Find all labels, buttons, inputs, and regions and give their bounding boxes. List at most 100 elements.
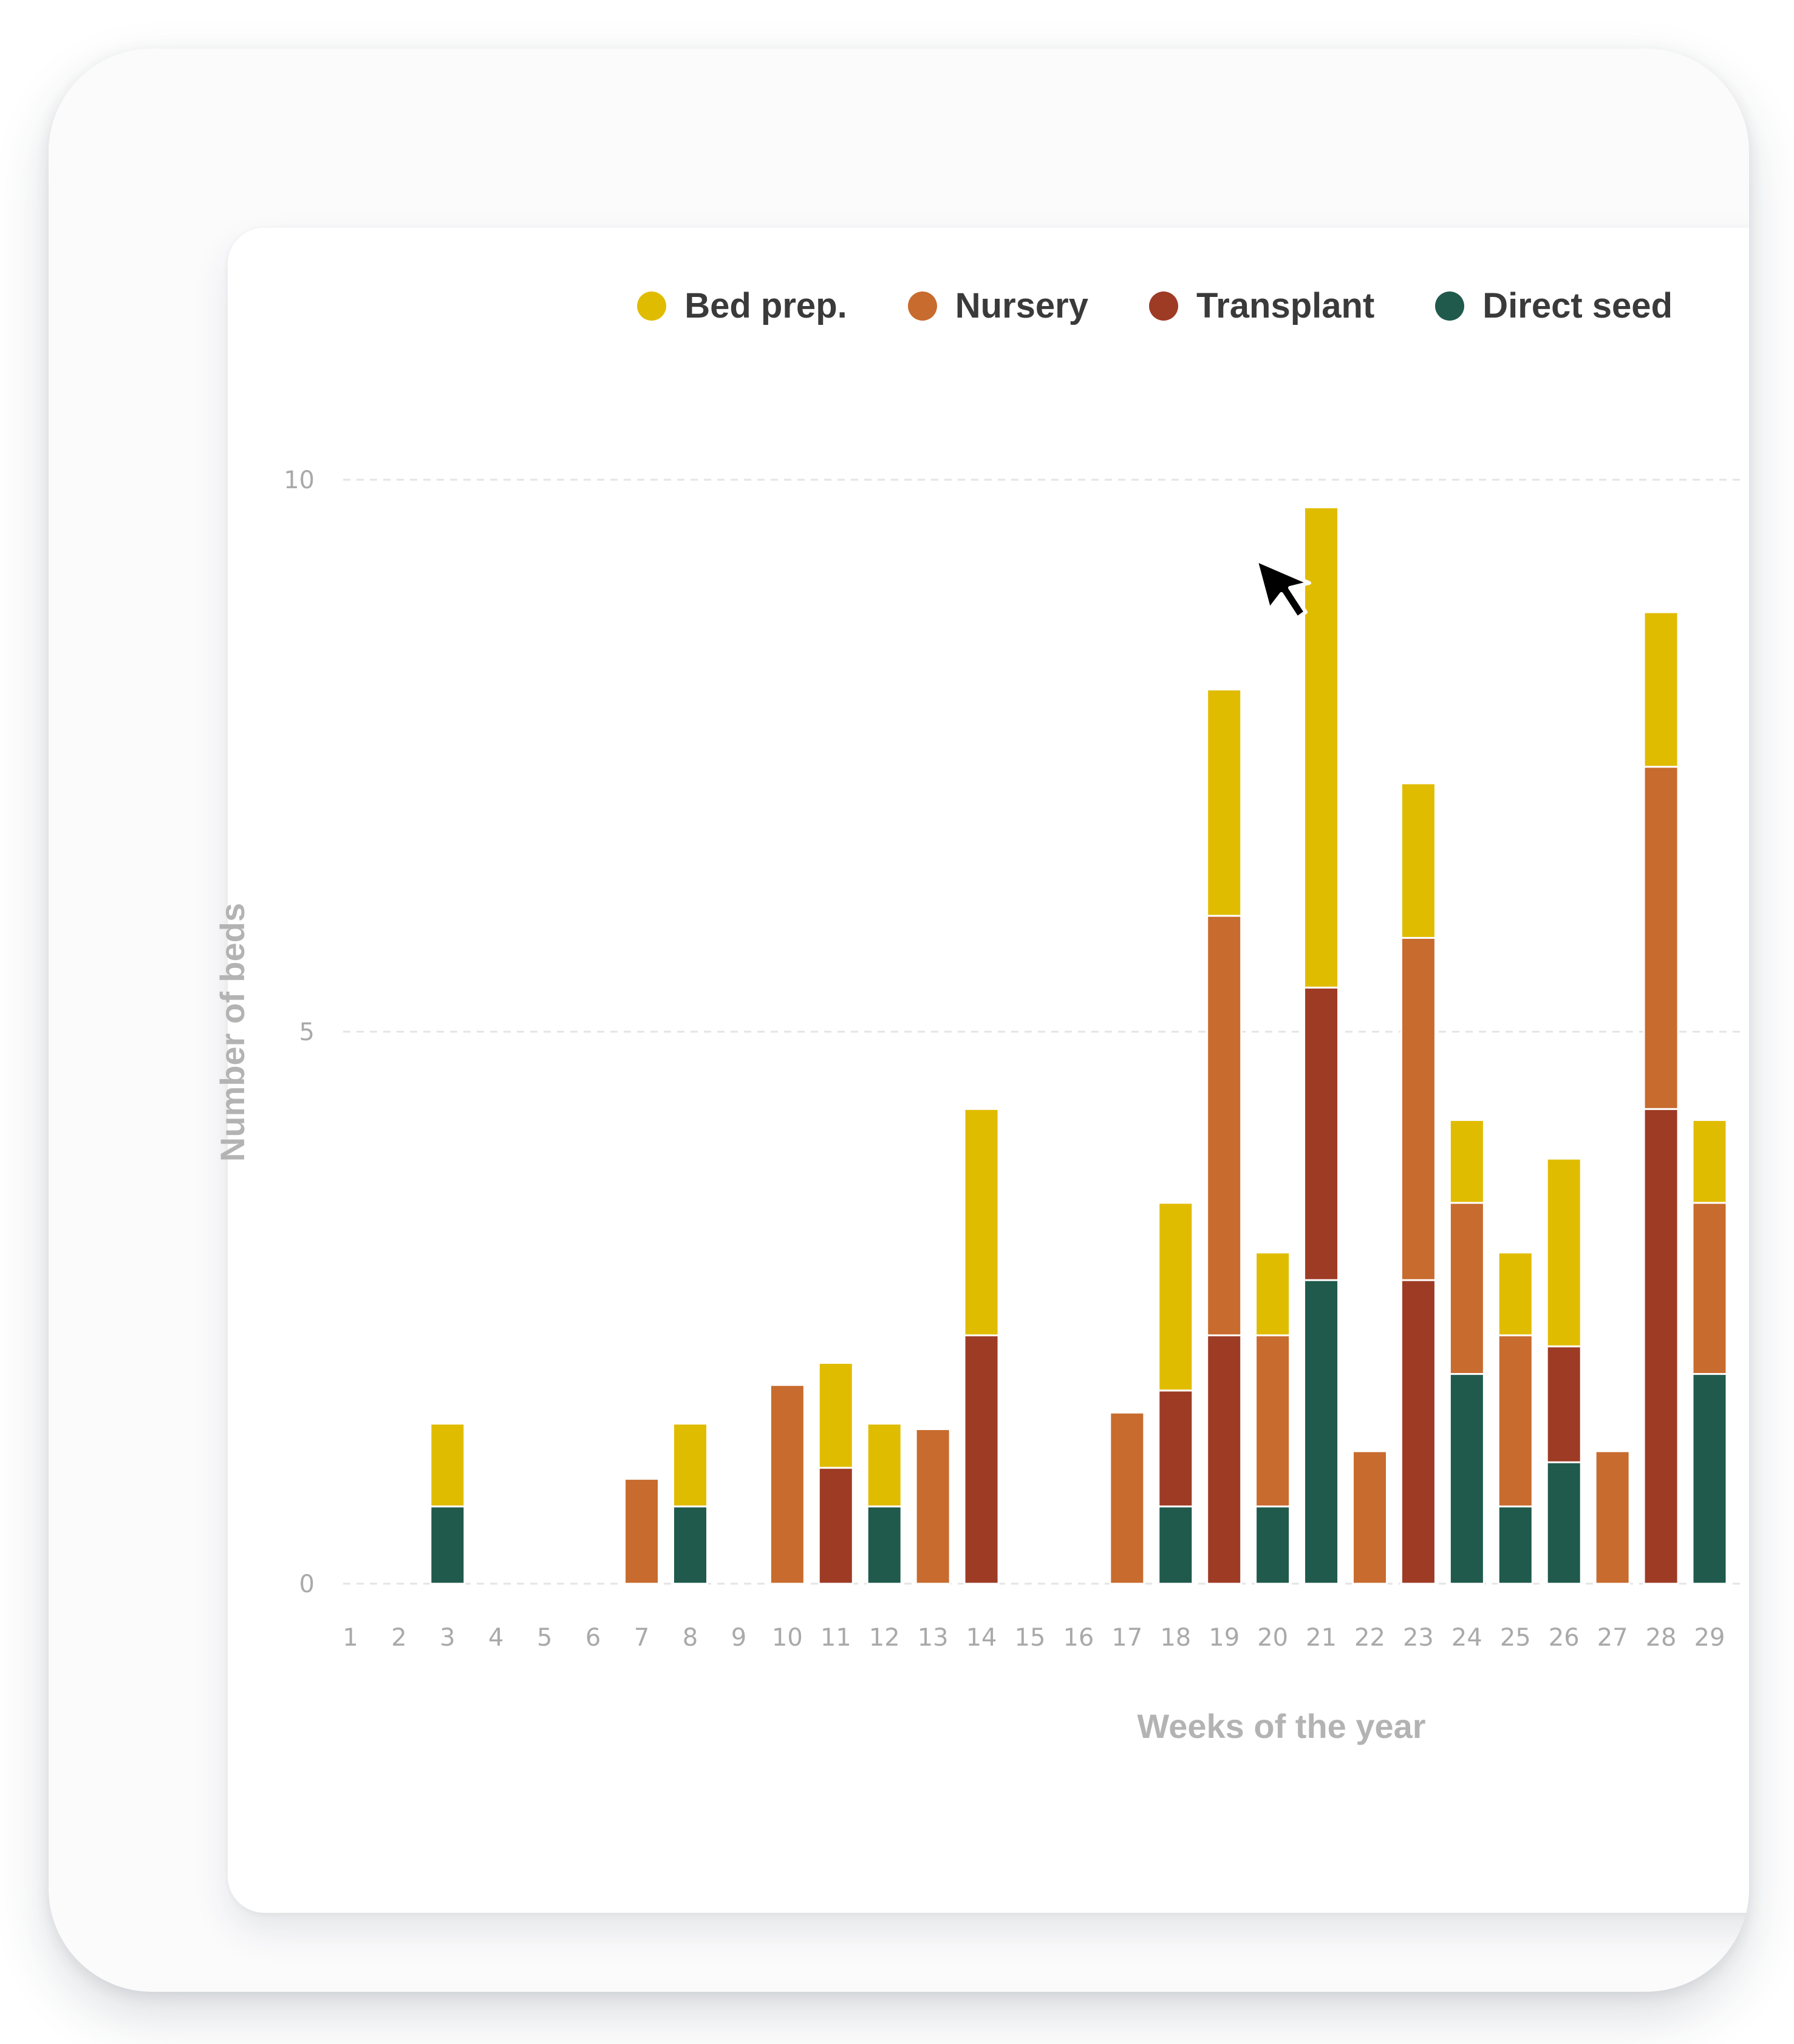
bar-segment-bed-prep-week-12[interactable] [866, 1422, 902, 1508]
x-tick-label: 8 [683, 1624, 698, 1652]
x-tick-label: 18 [1160, 1624, 1191, 1652]
outer-frame [49, 49, 1749, 1992]
bar-segment-direct-seed-week-18[interactable] [1158, 1505, 1194, 1585]
bar-segment-bed-prep-week-29[interactable] [1691, 1119, 1728, 1204]
bar-segment-bed-prep-week-18[interactable] [1158, 1202, 1194, 1392]
bar-segment-direct-seed-week-3[interactable] [429, 1505, 466, 1585]
x-tick-label: 25 [1500, 1624, 1531, 1652]
bar-segment-nursery-week-23[interactable] [1400, 936, 1436, 1281]
y-tick-label: 10 [284, 466, 315, 494]
bar-segment-transplant-week-21[interactable] [1303, 986, 1340, 1281]
bar-segment-direct-seed-week-20[interactable] [1255, 1505, 1291, 1585]
legend-label: Bed prep. [684, 286, 847, 325]
legend-swatch [1435, 291, 1465, 321]
bar-segment-nursery-week-7[interactable] [624, 1477, 660, 1585]
bar-segment-bed-prep-week-3[interactable] [429, 1422, 466, 1508]
x-tick-label: 14 [966, 1624, 997, 1652]
bar-segment-transplant-week-18[interactable] [1158, 1389, 1194, 1508]
bar-segment-nursery-week-19[interactable] [1206, 915, 1243, 1337]
x-tick-label: 16 [1063, 1624, 1094, 1652]
bar-segment-transplant-week-11[interactable] [817, 1467, 854, 1585]
x-tick-label: 5 [537, 1624, 552, 1652]
legend-label: Transplant [1196, 286, 1375, 325]
bar-segment-direct-seed-week-8[interactable] [672, 1505, 708, 1585]
x-tick-label: 21 [1306, 1624, 1337, 1652]
bar-segment-bed-prep-week-20[interactable] [1255, 1252, 1291, 1337]
x-tick-label: 13 [918, 1624, 949, 1652]
x-tick-label: 6 [585, 1624, 601, 1652]
bar-segment-transplant-week-14[interactable] [963, 1334, 1000, 1585]
x-tick-label: 27 [1597, 1624, 1628, 1652]
legend-label: Direct seed [1482, 286, 1673, 325]
x-tick-label: 12 [869, 1624, 900, 1652]
bar-segment-bed-prep-week-28[interactable] [1643, 611, 1679, 768]
x-tick-label: 17 [1111, 1624, 1142, 1652]
bar-segment-bed-prep-week-25[interactable] [1497, 1252, 1533, 1337]
bar-segment-direct-seed-week-26[interactable] [1546, 1461, 1582, 1585]
bar-segment-bed-prep-week-11[interactable] [817, 1361, 854, 1469]
x-tick-label: 24 [1451, 1624, 1482, 1652]
bar-segment-transplant-week-23[interactable] [1400, 1279, 1436, 1585]
bar-segment-bed-prep-week-24[interactable] [1448, 1119, 1485, 1204]
bar-segment-nursery-week-24[interactable] [1448, 1202, 1485, 1375]
y-axis-ticks: 0 5 10 [284, 466, 315, 1598]
bar-segment-direct-seed-week-25[interactable] [1497, 1505, 1533, 1585]
x-tick-label: 3 [440, 1624, 455, 1652]
bar-segment-nursery-week-20[interactable] [1255, 1334, 1291, 1508]
bar-segment-direct-seed-week-29[interactable] [1691, 1373, 1728, 1585]
legend-item: Nursery [907, 285, 1088, 326]
chart-legend: Bed prep. Nursery Transplant Direct seed [0, 285, 1794, 326]
x-tick-label: 29 [1694, 1624, 1725, 1652]
bar-segment-nursery-week-27[interactable] [1594, 1450, 1631, 1585]
x-tick-label: 11 [820, 1624, 851, 1652]
bar-segment-transplant-week-28[interactable] [1643, 1108, 1679, 1585]
x-tick-label: 19 [1209, 1624, 1240, 1652]
bar-segment-nursery-week-22[interactable] [1352, 1450, 1388, 1585]
y-tick-label: 5 [299, 1018, 315, 1046]
x-tick-label: 1 [343, 1624, 358, 1652]
y-axis-title: Number of beds [213, 903, 251, 1162]
y-tick-label: 0 [299, 1570, 315, 1598]
bar-segment-nursery-week-29[interactable] [1691, 1202, 1728, 1375]
bar-segment-transplant-week-19[interactable] [1206, 1334, 1243, 1585]
bar-segment-direct-seed-week-24[interactable] [1448, 1373, 1485, 1585]
legend-swatch [1148, 291, 1178, 321]
x-axis-title: Weeks of the year [1137, 1707, 1425, 1745]
bar-segment-bed-prep-week-21[interactable] [1303, 506, 1340, 989]
x-tick-label: 20 [1257, 1624, 1288, 1652]
x-tick-label: 7 [634, 1624, 649, 1652]
x-tick-label: 26 [1549, 1624, 1580, 1652]
x-tick-label: 15 [1015, 1624, 1046, 1652]
chart-card [228, 228, 1749, 1913]
x-tick-label: 9 [731, 1624, 746, 1652]
x-axis-ticks: 1 2 3 4 5 6 7 8 9 10 11 12 13 14 15 16 17 18 19 20 21 22 23 24 2… [343, 1624, 1725, 1652]
x-tick-label: 23 [1403, 1624, 1434, 1652]
mouse-pointer-icon [1254, 558, 1311, 620]
legend-item: Transplant [1148, 285, 1375, 326]
x-tick-label: 2 [391, 1624, 406, 1652]
legend-label: Nursery [955, 286, 1088, 325]
bar-segment-direct-seed-week-21[interactable] [1303, 1279, 1340, 1585]
bars [429, 506, 1728, 1585]
x-tick-label: 10 [772, 1624, 803, 1652]
x-tick-label: 28 [1646, 1624, 1677, 1652]
bar-segment-nursery-week-17[interactable] [1109, 1411, 1145, 1585]
legend-swatch [907, 291, 937, 321]
x-tick-label: 4 [488, 1624, 503, 1652]
bar-segment-nursery-week-10[interactable] [769, 1384, 805, 1585]
bar-segment-bed-prep-week-26[interactable] [1546, 1157, 1582, 1347]
bar-segment-transplant-week-26[interactable] [1546, 1345, 1582, 1463]
bar-segment-direct-seed-week-12[interactable] [866, 1505, 902, 1585]
bar-segment-nursery-week-28[interactable] [1643, 766, 1679, 1110]
legend-swatch [637, 291, 667, 321]
bar-segment-nursery-week-13[interactable] [915, 1428, 951, 1585]
bar-segment-bed-prep-week-19[interactable] [1206, 688, 1243, 917]
x-tick-label: 22 [1354, 1624, 1385, 1652]
bar-segment-bed-prep-week-23[interactable] [1400, 782, 1436, 939]
bar-segment-bed-prep-week-14[interactable] [963, 1108, 1000, 1337]
legend-item: Bed prep. [637, 285, 847, 326]
bar-segment-bed-prep-week-8[interactable] [672, 1422, 708, 1508]
bar-segment-nursery-week-25[interactable] [1497, 1334, 1533, 1508]
legend-item: Direct seed [1435, 285, 1673, 326]
